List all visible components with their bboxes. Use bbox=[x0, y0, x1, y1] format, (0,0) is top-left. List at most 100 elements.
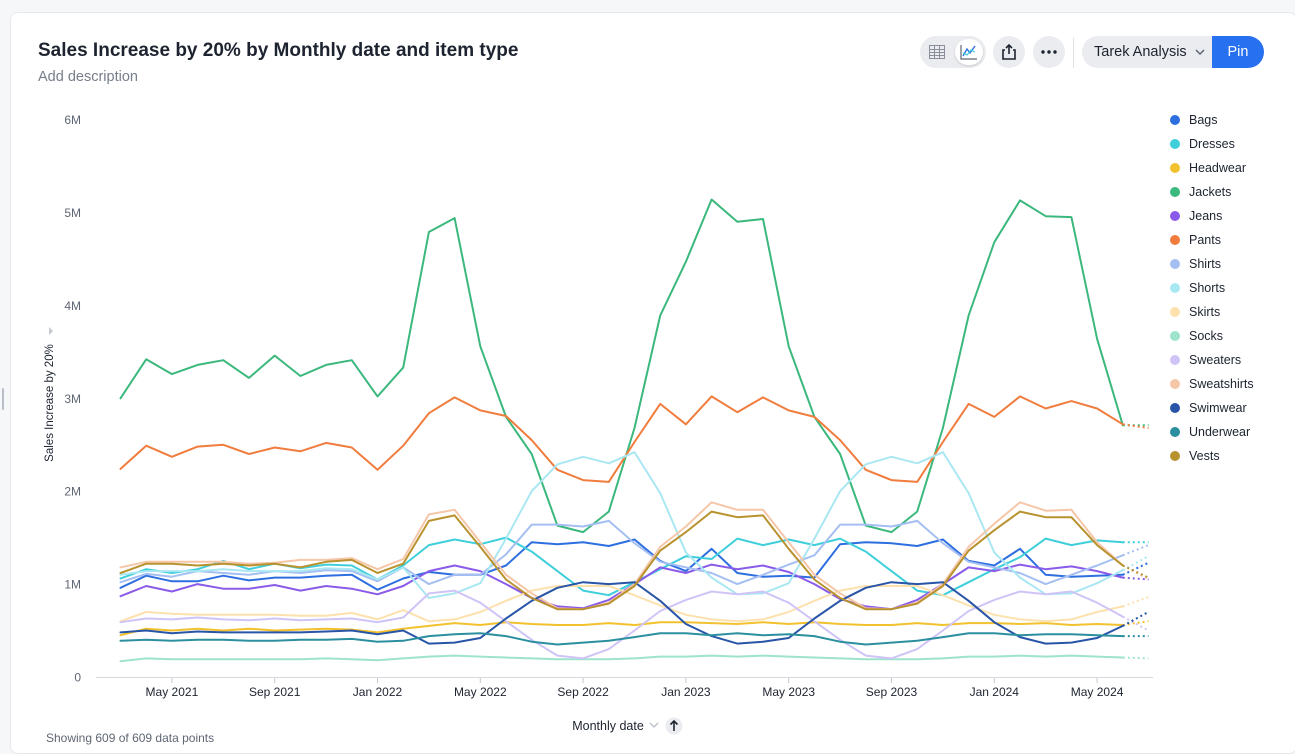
x-tick-label: Sep 2021 bbox=[249, 685, 301, 699]
legend-item-swimwear[interactable]: Swimwear bbox=[1170, 396, 1254, 420]
legend-item-skirts[interactable]: Skirts bbox=[1170, 300, 1254, 324]
series-projection-pants[interactable] bbox=[1122, 423, 1149, 430]
y-tick-label: 2M bbox=[64, 485, 81, 499]
arrow-up-icon bbox=[669, 719, 679, 731]
legend-dot bbox=[1170, 355, 1180, 365]
legend-item-shirts[interactable]: Shirts bbox=[1170, 252, 1254, 276]
y-axis-collapse-icon[interactable] bbox=[49, 327, 53, 335]
series-projection-swimwear[interactable] bbox=[1122, 611, 1149, 627]
table-icon bbox=[929, 45, 945, 59]
x-tick-label: May 2021 bbox=[146, 685, 199, 699]
legend-dot bbox=[1170, 259, 1180, 269]
legend-item-headwear[interactable]: Headwear bbox=[1170, 156, 1254, 180]
chart-view-button[interactable] bbox=[955, 39, 983, 65]
y-tick-label: 1M bbox=[64, 578, 81, 592]
series-line-bags[interactable] bbox=[119, 538, 1124, 591]
series-projection-bags[interactable] bbox=[1122, 561, 1149, 576]
legend-label: Socks bbox=[1189, 329, 1224, 343]
legend-item-pants[interactable]: Pants bbox=[1170, 228, 1254, 252]
legend-item-sweatshirts[interactable]: Sweatshirts bbox=[1170, 372, 1254, 396]
legend-dot bbox=[1170, 211, 1180, 221]
legend-dot bbox=[1170, 139, 1180, 149]
series-projection-sweatshirts[interactable] bbox=[1122, 564, 1149, 581]
series-projection-shorts[interactable] bbox=[1122, 555, 1149, 572]
chart-legend: Bags Dresses Headwear Jackets Jeans Pants Shir… bbox=[1170, 108, 1254, 468]
add-description-link[interactable]: Add description bbox=[38, 69, 138, 85]
series-projection-sweaters[interactable] bbox=[1122, 615, 1149, 632]
table-view-button[interactable] bbox=[923, 39, 951, 65]
x-tick-label: May 2022 bbox=[454, 685, 507, 699]
legend-label: Underwear bbox=[1189, 425, 1251, 439]
series-projection-skirts[interactable] bbox=[1122, 596, 1149, 608]
x-tick-label: Sep 2022 bbox=[557, 685, 609, 699]
legend-item-socks[interactable]: Socks bbox=[1170, 324, 1254, 348]
y-tick-label: 6M bbox=[64, 113, 81, 127]
x-tick-label: Jan 2024 bbox=[970, 685, 1020, 699]
x-tick-label: Jan 2022 bbox=[353, 685, 403, 699]
legend-dot bbox=[1170, 235, 1180, 245]
toolbar-divider bbox=[1073, 38, 1074, 68]
x-axis-title[interactable]: Monthly date bbox=[572, 719, 644, 733]
legend-item-underwear[interactable]: Underwear bbox=[1170, 420, 1254, 444]
legend-dot bbox=[1170, 283, 1180, 293]
more-options-button[interactable] bbox=[1033, 36, 1065, 68]
series-line-underwear[interactable] bbox=[119, 632, 1124, 646]
legend-label: Shorts bbox=[1189, 281, 1226, 295]
share-icon bbox=[1002, 44, 1016, 60]
legend-dot bbox=[1170, 115, 1180, 125]
x-tick-label: May 2023 bbox=[762, 685, 815, 699]
data-points-note: Showing 609 of 609 data points bbox=[46, 731, 215, 745]
resize-handle[interactable] bbox=[2, 388, 4, 410]
legend-item-sweaters[interactable]: Sweaters bbox=[1170, 348, 1254, 372]
series-line-shirts[interactable] bbox=[119, 519, 1124, 586]
legend-label: Skirts bbox=[1189, 305, 1221, 319]
legend-label: Headwear bbox=[1189, 161, 1246, 175]
series-projection-vests[interactable] bbox=[1122, 564, 1149, 579]
series-line-pants[interactable] bbox=[119, 395, 1124, 483]
x-axis-title-group[interactable]: Monthly date bbox=[572, 717, 683, 735]
line-chart-icon bbox=[960, 45, 977, 60]
view-toggle bbox=[920, 36, 986, 68]
series-line-skirts[interactable] bbox=[119, 585, 1124, 623]
legend-label: Pants bbox=[1189, 233, 1221, 247]
pin-button[interactable]: Pin bbox=[1212, 36, 1264, 68]
series-line-socks[interactable] bbox=[119, 654, 1124, 663]
legend-label: Sweaters bbox=[1189, 353, 1242, 367]
analysis-dropdown[interactable]: Tarek Analysis bbox=[1082, 36, 1212, 68]
series-line-shorts[interactable] bbox=[119, 451, 1124, 599]
analysis-label: Tarek Analysis bbox=[1094, 44, 1187, 60]
legend-item-jackets[interactable]: Jackets bbox=[1170, 180, 1254, 204]
series-line-jeans[interactable] bbox=[119, 563, 1124, 611]
legend-label: Dresses bbox=[1189, 137, 1235, 151]
series-projection-shirts[interactable] bbox=[1122, 544, 1149, 557]
y-axis-title: Sales Increase by 20% bbox=[44, 344, 56, 462]
legend-item-shorts[interactable]: Shorts bbox=[1170, 276, 1254, 300]
legend-item-dresses[interactable]: Dresses bbox=[1170, 132, 1254, 156]
legend-label: Vests bbox=[1189, 449, 1220, 463]
page-title: Sales Increase by 20% by Monthly date an… bbox=[38, 40, 519, 61]
legend-label: Sweatshirts bbox=[1189, 377, 1254, 391]
series-line-vests[interactable] bbox=[119, 510, 1124, 611]
legend-dot bbox=[1170, 163, 1180, 173]
series-projection-socks[interactable] bbox=[1122, 656, 1149, 660]
legend-dot bbox=[1170, 187, 1180, 197]
x-axis-dropdown-icon[interactable] bbox=[649, 722, 659, 728]
legend-label: Jeans bbox=[1189, 209, 1223, 223]
legend-dot bbox=[1170, 427, 1180, 437]
legend-dot bbox=[1170, 307, 1180, 317]
series-line-jackets[interactable] bbox=[119, 198, 1124, 534]
legend-item-jeans[interactable]: Jeans bbox=[1170, 204, 1254, 228]
legend-item-vests[interactable]: Vests bbox=[1170, 444, 1254, 468]
legend-item-bags[interactable]: Bags bbox=[1170, 108, 1254, 132]
share-button[interactable] bbox=[993, 36, 1025, 68]
series-projection-headwear[interactable] bbox=[1122, 620, 1149, 626]
more-icon bbox=[1041, 50, 1057, 54]
y-tick-label: 3M bbox=[64, 392, 81, 406]
series-line-swimwear[interactable] bbox=[119, 581, 1124, 645]
series-line-sweatshirts[interactable] bbox=[119, 501, 1124, 611]
x-tick-label: Jan 2023 bbox=[661, 685, 711, 699]
series-projection-jeans[interactable] bbox=[1122, 576, 1149, 581]
y-tick-label: 4M bbox=[64, 299, 81, 313]
series-line-headwear[interactable] bbox=[119, 621, 1124, 637]
